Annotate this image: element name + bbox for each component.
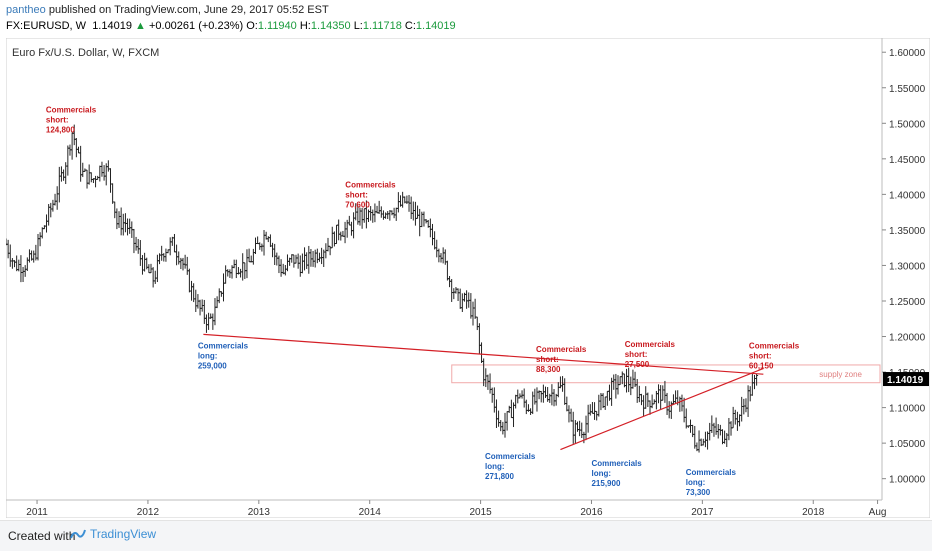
x-tick-label: 2012 <box>137 507 160 518</box>
annotation-line: Commercials <box>686 468 737 477</box>
annotation-line: 60,150 <box>749 362 774 371</box>
annotation-line: 271,800 <box>485 472 514 481</box>
tradingview-brand[interactable]: TradingView <box>70 527 156 541</box>
tradingview-logo-icon <box>70 529 86 539</box>
y-tick-label: 1.20000 <box>889 333 926 344</box>
chart-frame[interactable]: Euro Fx/U.S. Dollar, W, FXCM 1.60000 1.55… <box>4 37 931 519</box>
high-value: 1.14350 <box>310 20 351 32</box>
publish-line: pantheo published on TradingView.com, Ju… <box>6 4 329 16</box>
chart-border <box>5 37 931 519</box>
close-value: 1.14019 <box>415 20 456 32</box>
annotation-line: long: <box>686 478 706 487</box>
annotation-line: Commercials <box>591 459 642 468</box>
annotation-line: 124,800 <box>46 126 75 135</box>
quote-line: FX:EURUSD, W 1.14019 ▲ +0.00261 (+0.23%)… <box>6 20 456 32</box>
annotation-line: short: <box>536 355 559 364</box>
annotation-line: long: <box>591 469 611 478</box>
high-label: H: <box>299 20 311 32</box>
x-tick-label: 2014 <box>359 507 382 518</box>
annotation-line: 259,000 <box>198 362 227 371</box>
annotation-line: Commercials <box>625 340 676 349</box>
trendline-2[interactable] <box>560 367 764 451</box>
annotation-line: Commercials <box>345 180 396 189</box>
supply-zone-rect[interactable] <box>451 364 881 384</box>
y-tick-label: 1.10000 <box>889 404 926 415</box>
x-tick-label: 2016 <box>580 507 603 518</box>
y-tick-label: 1.35000 <box>889 226 926 237</box>
price-chart[interactable]: Euro Fx/U.S. Dollar, W, FXCM 1.60000 1.55… <box>4 37 931 519</box>
supply-zone-layer: supply zone <box>451 364 881 384</box>
price-axis[interactable]: 1.60000 1.55000 1.50000 1.45000 1.40000 1.350… <box>882 48 926 486</box>
annotation-line: short: <box>345 190 368 199</box>
low-value: 1.11718 <box>362 20 402 32</box>
annotation-line: 215,900 <box>591 479 620 488</box>
annotation-line: short: <box>625 350 648 359</box>
chart-title: Euro Fx/U.S. Dollar, W, FXCM <box>12 47 159 59</box>
y-tick-label: 1.50000 <box>889 119 926 130</box>
x-tick-label: 2013 <box>248 507 271 518</box>
annotation-line: 88,300 <box>536 365 561 374</box>
change-value: +0.00261 (+0.23%) <box>148 20 244 32</box>
author-link[interactable]: pantheo <box>6 4 46 16</box>
annotation-line: long: <box>198 352 218 361</box>
y-tick-label: 1.30000 <box>889 261 926 272</box>
supply-zone-label: supply zone <box>819 370 862 379</box>
ohlc-bar <box>755 373 759 386</box>
y-tick-label: 1.00000 <box>889 475 926 486</box>
y-tick-label: 1.60000 <box>889 48 926 59</box>
y-tick-label: 1.40000 <box>889 190 926 201</box>
x-tick-label: 2017 <box>691 507 714 518</box>
annotation-line: Commercials <box>536 345 587 354</box>
annotation-line: Commercials <box>485 452 536 461</box>
annotation-line: short: <box>749 352 772 361</box>
annotation-line: 73,300 <box>686 488 711 497</box>
price-tag-bg <box>883 372 929 387</box>
brand-label: TradingView <box>90 527 157 541</box>
annotation-line: 27,500 <box>625 360 650 369</box>
symbol-label: FX:EURUSD, W <box>6 20 87 32</box>
y-tick-label: 1.25000 <box>889 297 926 308</box>
y-tick-label: 1.05000 <box>889 439 926 450</box>
x-tick-label: 2011 <box>26 507 48 518</box>
open-label: O: <box>246 20 258 32</box>
low-label: L: <box>353 20 363 32</box>
x-tick-label: Aug <box>869 507 887 518</box>
x-tick-label: 2015 <box>469 507 492 518</box>
y-tick-label: 1.45000 <box>889 155 926 166</box>
annotation-line: Commercials <box>749 342 800 351</box>
x-tick-label: 2018 <box>802 507 825 518</box>
published-text: published on TradingView.com, June 29, 2… <box>48 4 329 16</box>
annotations: Commercialsshort:124,800Commercialsshort… <box>46 106 800 497</box>
open-value: 1.11940 <box>257 20 297 32</box>
annotation-line: short: <box>46 116 69 125</box>
annotation-line: long: <box>485 462 505 471</box>
up-arrow-icon: ▲ <box>135 20 146 32</box>
ohlc-bars <box>4 124 759 453</box>
last-price-tag: 1.14019 <box>883 372 929 387</box>
trendline-1[interactable] <box>203 333 764 375</box>
annotation-line: 70,600 <box>345 200 370 209</box>
annotation-line: Commercials <box>46 106 97 115</box>
footer: Created with TradingView <box>0 520 932 551</box>
last-price: 1.14019 <box>92 20 132 32</box>
annotation-line: Commercials <box>198 342 249 351</box>
time-axis[interactable]: 2011 2012 2013 2014 2015 2016 2017 2018 Aug <box>26 500 886 518</box>
created-with-text: Created with <box>8 529 76 543</box>
close-label: C: <box>404 20 416 32</box>
price-tag-label: 1.14019 <box>887 375 924 386</box>
trendlines <box>203 333 764 451</box>
y-tick-label: 1.55000 <box>889 84 926 95</box>
